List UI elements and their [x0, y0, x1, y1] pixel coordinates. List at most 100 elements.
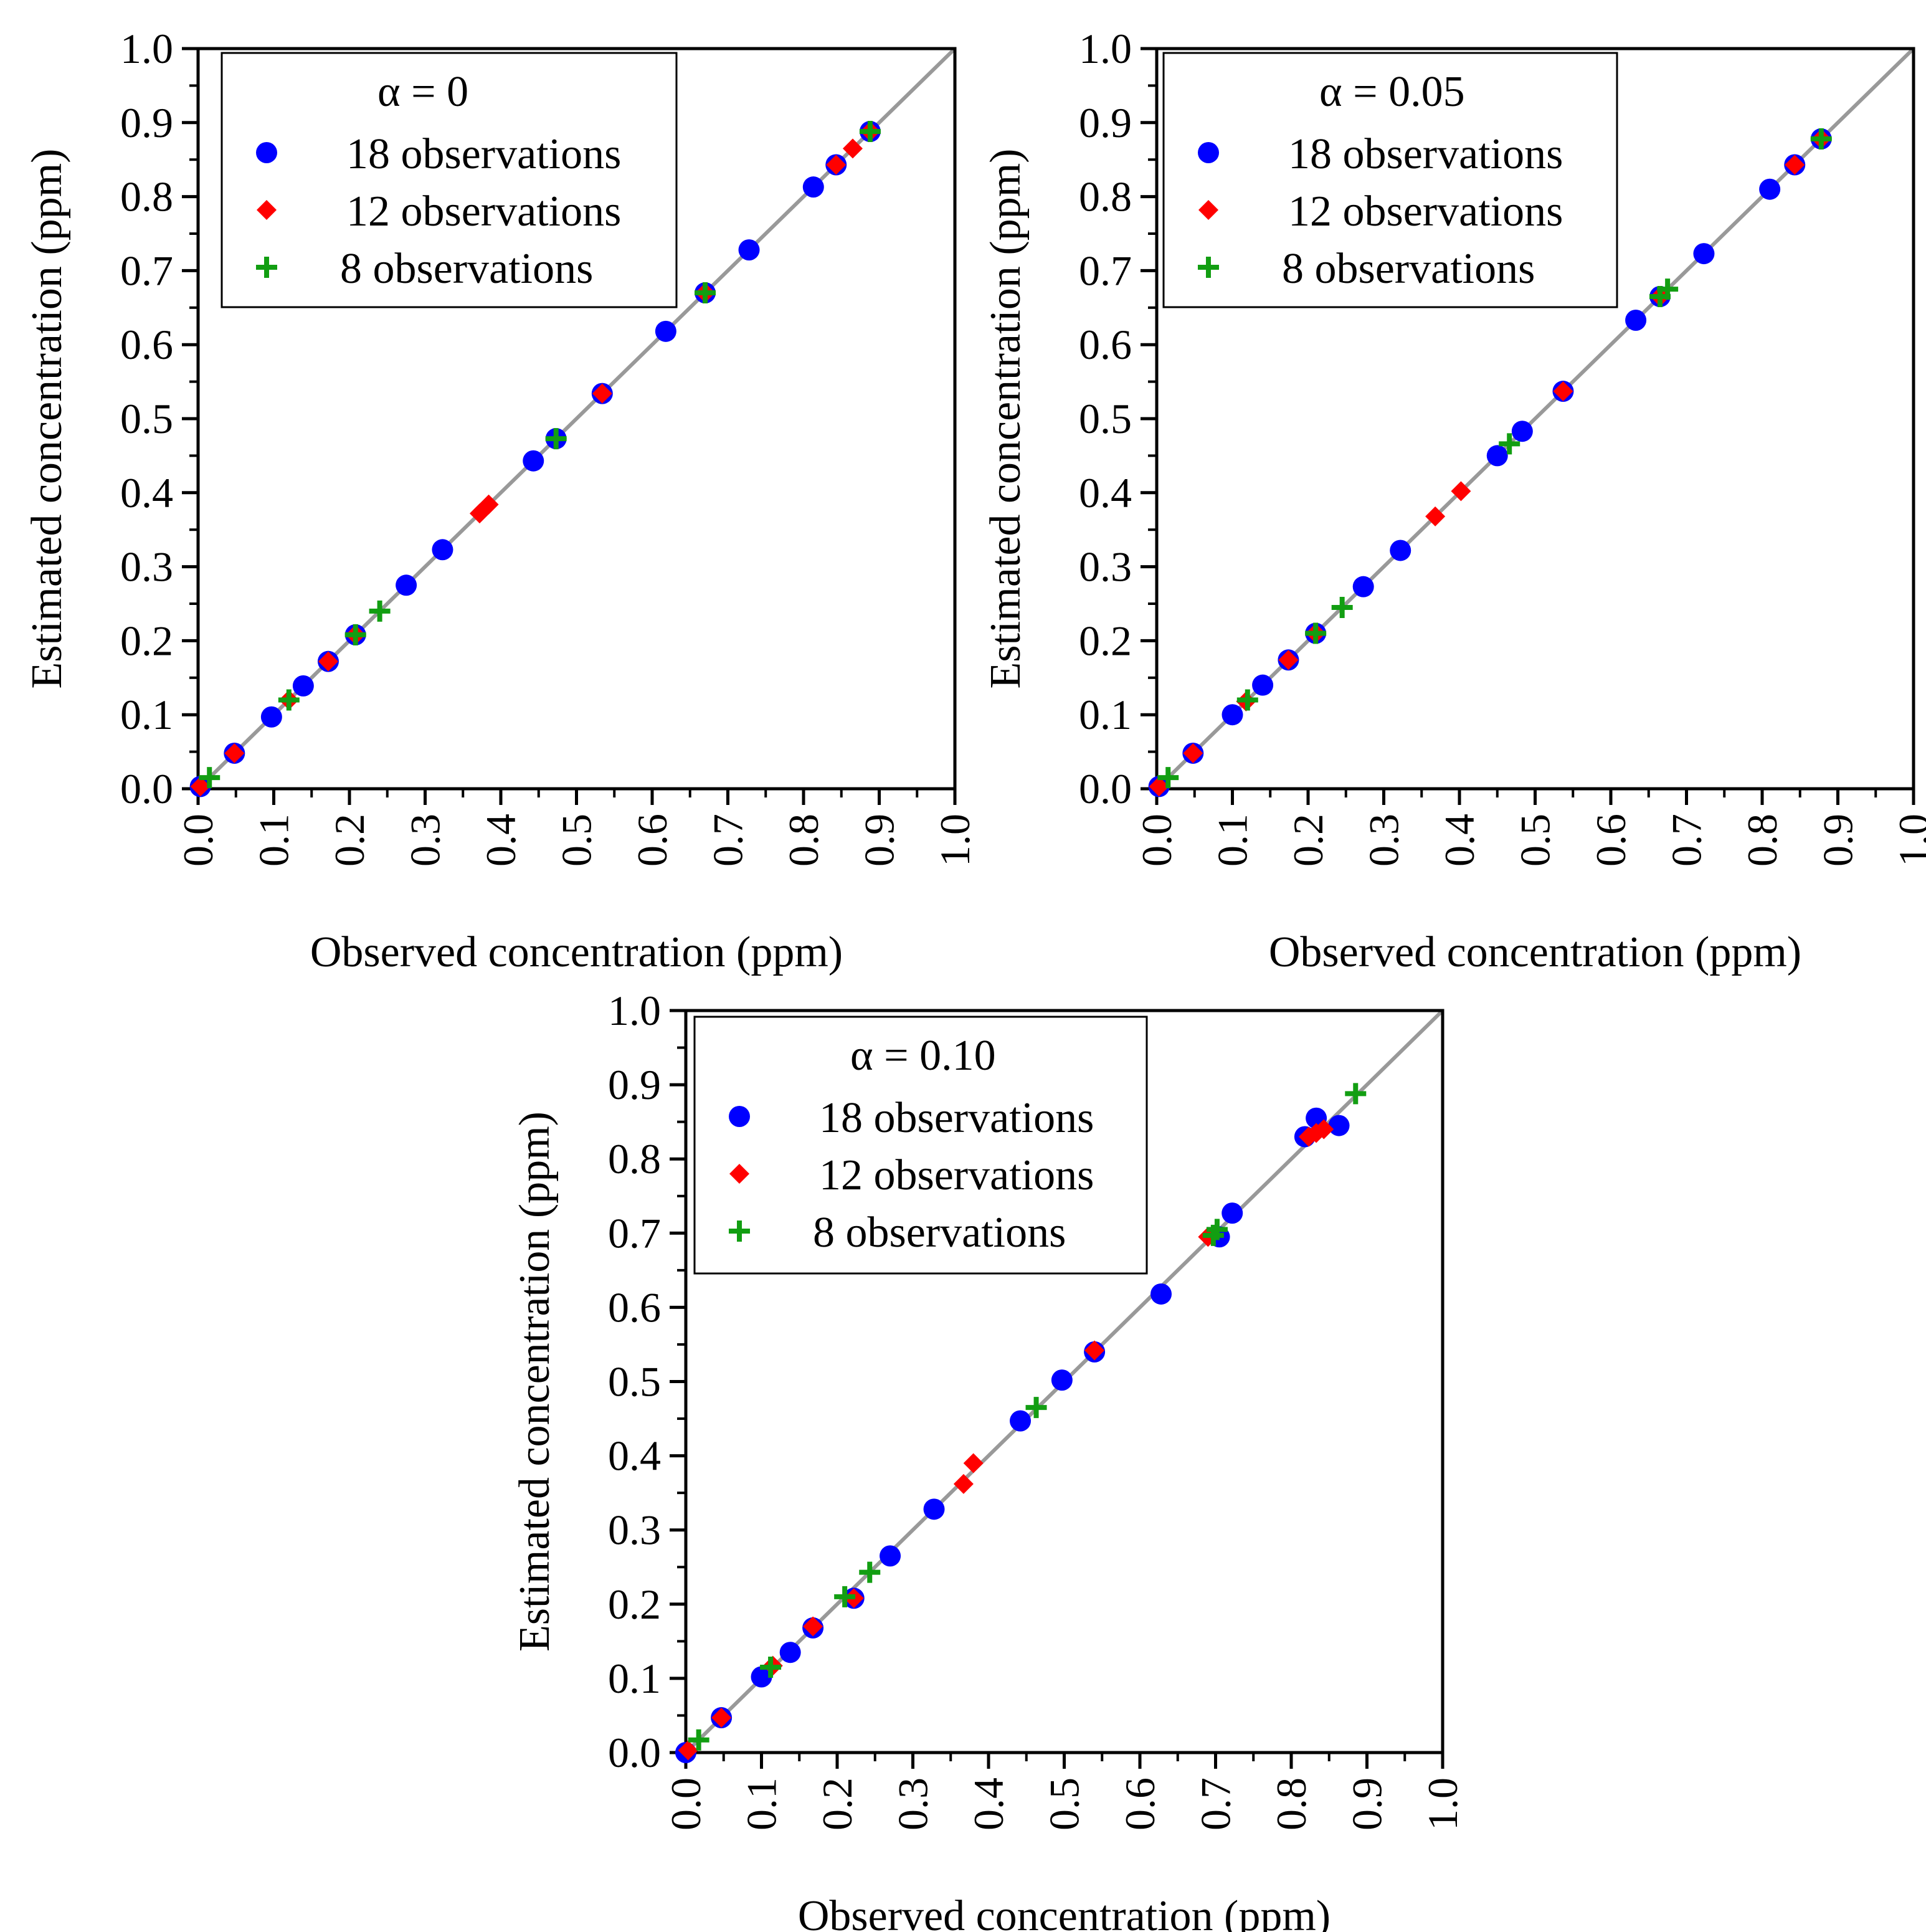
series-2 — [190, 121, 880, 797]
y-tick-label: 0.6 — [608, 1283, 661, 1331]
y-tick-label: 0.3 — [1079, 543, 1132, 591]
y-tick-label: 0.4 — [120, 469, 173, 516]
x-tick-label: 0.3 — [1360, 814, 1408, 867]
y-tick-label: 0.5 — [1079, 395, 1132, 442]
data-point — [779, 1642, 801, 1663]
y-tick-label: 0.5 — [120, 395, 173, 442]
data-point — [678, 1740, 698, 1761]
x-tick-label: 1.0 — [931, 814, 979, 867]
legend-box — [693, 1016, 1148, 1275]
legend: α = 0 18 observations 12 observations 8 obs… — [221, 52, 678, 308]
data-point — [260, 706, 282, 728]
data-point — [1328, 1115, 1350, 1136]
y-tick-label: 0.0 — [120, 765, 173, 812]
data-point — [1390, 540, 1411, 561]
data-point — [1657, 278, 1679, 300]
data-point — [1451, 481, 1471, 502]
data-point — [688, 1729, 709, 1751]
y-tick-label: 0.7 — [1079, 247, 1132, 294]
x-tick-label: 0.4 — [965, 1777, 1012, 1830]
x-tick-label: 0.2 — [326, 814, 373, 867]
y-tick-label: 0.0 — [608, 1729, 661, 1776]
data-point — [224, 743, 245, 763]
legend: α = 0.10 18 observations 12 observations 8 … — [693, 1016, 1148, 1275]
y-tick-label: 0.5 — [608, 1358, 661, 1406]
y-tick-label: 0.8 — [120, 173, 173, 221]
data-point — [802, 176, 824, 198]
x-tick-label: 0.4 — [1436, 814, 1483, 867]
chart-alpha-0-10: 0.00.0 0.1 0.1 0.2 0.2 0.3 0.3 0.4 0.4 0.5 0.5 0.6 0… — [511, 987, 1466, 1932]
data-point — [859, 1561, 881, 1583]
data-point — [1625, 309, 1647, 331]
legend-label: 12 observations — [1288, 188, 1563, 236]
legend-marker — [729, 1106, 750, 1127]
y-tick-label: 0.1 — [1079, 691, 1132, 738]
data-point — [1084, 1340, 1105, 1361]
x-tick-label: 0.6 — [1587, 814, 1634, 867]
y-axis-title: Estimated concentration (ppm) — [23, 149, 71, 689]
y-tick-label: 0.9 — [120, 99, 173, 146]
x-axis-title: Observed concentration (ppm) — [1269, 928, 1801, 976]
data-point — [803, 1616, 823, 1637]
data-point — [1305, 622, 1327, 644]
x-tick-label: 0.6 — [1116, 1777, 1164, 1830]
x-tick-label: 0.8 — [780, 814, 827, 867]
y-tick-label: 0.1 — [608, 1655, 661, 1702]
x-tick-label: 0.8 — [1739, 814, 1786, 867]
legend-label: 18 observations — [1288, 130, 1563, 178]
data-point — [1278, 650, 1299, 670]
x-tick-label: 0.2 — [814, 1777, 861, 1830]
x-tick-label: 0.6 — [629, 814, 676, 867]
legend-marker — [257, 200, 277, 220]
data-point — [834, 1586, 856, 1607]
data-point — [1314, 1119, 1334, 1140]
data-point — [545, 428, 567, 450]
y-tick-label: 1.0 — [120, 25, 173, 72]
y-tick-label: 0.1 — [120, 691, 173, 738]
x-axis-title: Observed concentration (ppm) — [798, 1892, 1331, 1932]
x-tick-label: 0.5 — [1512, 814, 1559, 867]
data-point — [1511, 421, 1533, 442]
x-tick-label: 0.1 — [738, 1777, 785, 1830]
data-point — [1252, 674, 1274, 696]
data-point — [278, 689, 300, 711]
y-tick-label: 0.3 — [120, 543, 173, 591]
legend-label: 12 observations — [346, 188, 621, 236]
y-tick-label: 0.8 — [1079, 173, 1132, 221]
series-3 — [688, 1083, 1367, 1751]
data-point — [1150, 1283, 1172, 1305]
data-point — [478, 494, 499, 515]
y-tick-label: 0.6 — [1079, 321, 1132, 368]
legend-marker — [729, 1164, 749, 1184]
data-point — [1499, 433, 1520, 455]
legend-title: α = 0 — [377, 68, 468, 116]
legend-label: 12 observations — [819, 1151, 1094, 1199]
legend-marker — [1198, 142, 1219, 163]
data-point — [953, 1473, 974, 1494]
data-point — [963, 1453, 984, 1473]
legend-label: 18 observations — [346, 130, 621, 178]
y-tick-label: 1.0 — [1079, 25, 1132, 72]
x-tick-label: 0.1 — [1209, 814, 1256, 867]
data-point — [1222, 704, 1243, 726]
y-tick-label: 0.7 — [120, 247, 173, 294]
x-tick-label: 0.3 — [402, 814, 449, 867]
legend-box — [1162, 52, 1618, 308]
data-point — [1010, 1410, 1032, 1432]
data-point — [1222, 1202, 1243, 1224]
legend-marker — [1198, 200, 1218, 220]
data-point — [655, 320, 676, 342]
y-tick-label: 0.3 — [608, 1506, 661, 1554]
legend-title: α = 0.10 — [850, 1032, 996, 1080]
data-point — [1331, 596, 1353, 618]
x-tick-label: 0.8 — [1268, 1777, 1315, 1830]
y-tick-label: 0.0 — [1079, 765, 1132, 812]
x-tick-label: 0.5 — [553, 814, 600, 867]
data-point — [751, 1666, 772, 1688]
legend-label: 8 observations — [340, 245, 593, 293]
x-tick-label: 0.2 — [1284, 814, 1332, 867]
data-point — [344, 624, 366, 645]
legend-marker — [1198, 257, 1219, 278]
data-point — [1785, 155, 1805, 175]
data-point — [523, 450, 544, 472]
